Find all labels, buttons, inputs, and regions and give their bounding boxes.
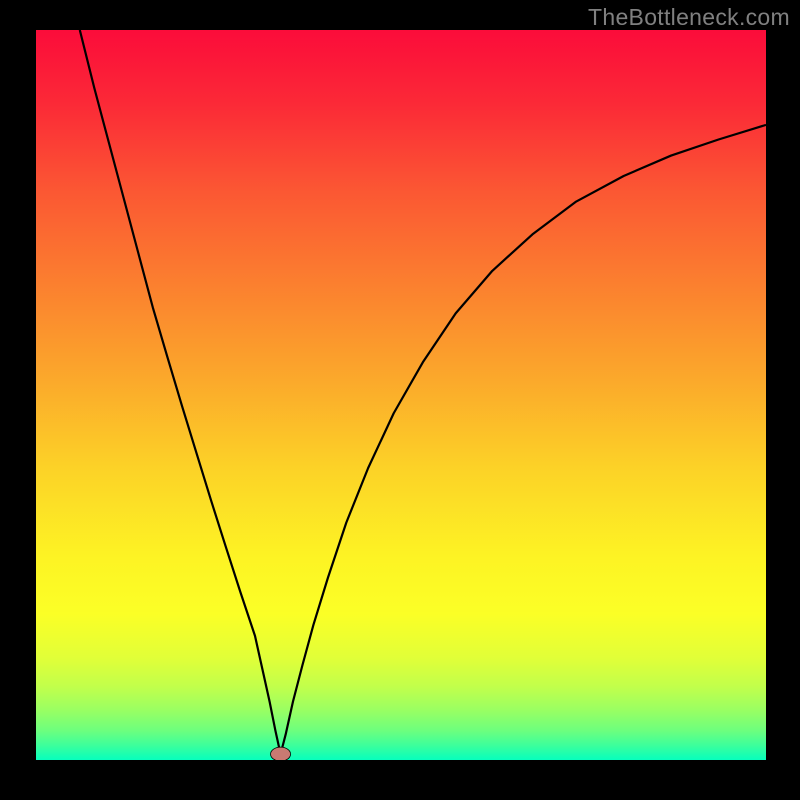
- bottleneck-curve: [80, 30, 766, 754]
- watermark-text: TheBottleneck.com: [588, 4, 790, 31]
- plot-area: [36, 30, 766, 760]
- minimum-marker: [271, 747, 291, 760]
- curve-overlay: [36, 30, 766, 760]
